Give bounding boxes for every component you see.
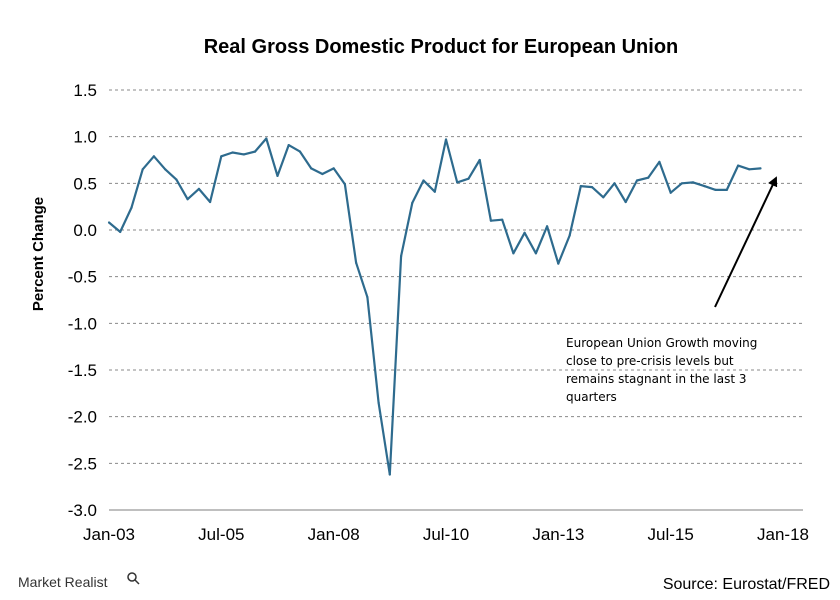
data-point — [186, 198, 189, 201]
y-tick-label: 1.0 — [73, 128, 97, 147]
data-point — [523, 231, 526, 234]
annotation-line-4: quarters — [566, 390, 617, 404]
data-point — [647, 176, 650, 179]
y-tick-label: 1.5 — [73, 81, 97, 100]
data-point — [602, 196, 605, 199]
data-point — [658, 160, 661, 163]
data-point — [141, 168, 144, 171]
data-point — [377, 401, 380, 404]
data-point — [152, 155, 155, 158]
data-point — [725, 188, 728, 191]
data-point — [444, 138, 448, 141]
data-point — [388, 473, 391, 476]
data-point — [692, 181, 695, 184]
data-point — [343, 183, 346, 186]
data-point — [209, 200, 212, 204]
data-point — [534, 252, 538, 255]
x-axis-ticks: Jan-03 Jul-05 Jan-08 Jul-10 Jan-13 Jul-15 Jan-… — [83, 525, 809, 544]
y-tick-label: -1.5 — [68, 361, 97, 380]
data-point — [119, 230, 122, 233]
data-point — [748, 168, 751, 171]
data-point — [287, 144, 290, 147]
data-point — [669, 191, 672, 194]
source-text: Source: Eurostat/FRED — [663, 576, 830, 593]
data-point — [197, 187, 200, 190]
y-tick-label: -3.0 — [68, 501, 97, 520]
data-point — [478, 158, 481, 162]
data-point — [175, 178, 178, 181]
data-point — [512, 252, 515, 255]
data-point — [265, 137, 268, 140]
data-point — [579, 185, 582, 188]
y-tick-label: 0.5 — [73, 174, 97, 193]
x-tick-label: Jan-03 — [83, 525, 135, 544]
data-point — [759, 167, 762, 170]
data-point — [231, 151, 234, 154]
data-point — [400, 255, 403, 258]
data-point — [321, 172, 324, 176]
magnifier-icon — [127, 572, 140, 585]
data-point — [366, 296, 369, 299]
data-point — [355, 261, 358, 264]
data-point — [590, 186, 594, 189]
data-point — [298, 150, 302, 153]
y-axis-ticks: 1.5 1.0 0.5 0.0 -0.5 -1.0 -1.5 -2.0 -2.5 -3.0 — [68, 81, 97, 520]
annotation-line-3: remains stagnant in the last 3 — [566, 372, 746, 386]
data-point — [242, 153, 245, 156]
x-tick-label: Jul-15 — [648, 525, 694, 544]
data-point — [130, 206, 133, 209]
data-point — [557, 262, 560, 265]
data-point — [489, 219, 492, 222]
y-axis-label: Percent Change — [30, 197, 47, 311]
x-tick-label: Jul-05 — [198, 525, 244, 544]
data-point — [456, 181, 459, 184]
data-point — [737, 164, 740, 167]
data-point — [635, 179, 639, 182]
brand-logo: Market Realist — [18, 572, 140, 590]
y-tick-label: -1.0 — [68, 314, 97, 333]
data-point — [220, 155, 223, 158]
series-line-gdp — [108, 137, 761, 476]
data-point — [253, 150, 257, 153]
annotation-line-1: European Union Growth moving — [566, 336, 757, 350]
series-points — [107, 137, 762, 476]
data-point — [107, 221, 111, 224]
data-point — [310, 167, 313, 170]
y-tick-label: 0.0 — [73, 221, 97, 240]
data-point — [680, 182, 684, 185]
annotation: European Union Growth moving close to pr… — [566, 176, 778, 404]
data-point — [624, 200, 627, 204]
y-tick-label: -2.0 — [68, 408, 97, 427]
data-point — [164, 168, 167, 171]
data-point — [703, 185, 706, 188]
data-point — [332, 167, 335, 170]
x-tick-label: Jan-13 — [532, 525, 584, 544]
data-point — [276, 174, 279, 177]
y-tick-label: -0.5 — [68, 268, 97, 287]
data-point — [411, 201, 414, 204]
data-point — [433, 190, 436, 193]
annotation-line-2: close to pre-crisis levels but — [566, 354, 734, 368]
x-tick-label: Jan-18 — [757, 525, 809, 544]
data-point — [546, 225, 549, 228]
x-tick-label: Jan-08 — [308, 525, 360, 544]
annotation-arrow — [714, 176, 778, 308]
data-point — [714, 188, 717, 191]
data-point — [501, 218, 504, 221]
brand-text: Market Realist — [18, 574, 108, 590]
data-point — [422, 179, 425, 182]
gridlines — [109, 89, 803, 464]
data-point — [467, 177, 470, 180]
data-point — [613, 182, 616, 185]
data-point — [568, 234, 571, 237]
x-tick-label: Jul-10 — [423, 525, 469, 544]
chart-title: Real Gross Domestic Product for European… — [204, 36, 679, 58]
y-tick-label: -2.5 — [68, 454, 97, 473]
